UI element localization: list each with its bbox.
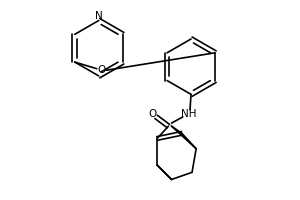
Text: NH: NH bbox=[181, 109, 197, 119]
Text: O: O bbox=[148, 109, 156, 119]
Text: O: O bbox=[97, 65, 106, 75]
Text: N: N bbox=[95, 11, 103, 21]
